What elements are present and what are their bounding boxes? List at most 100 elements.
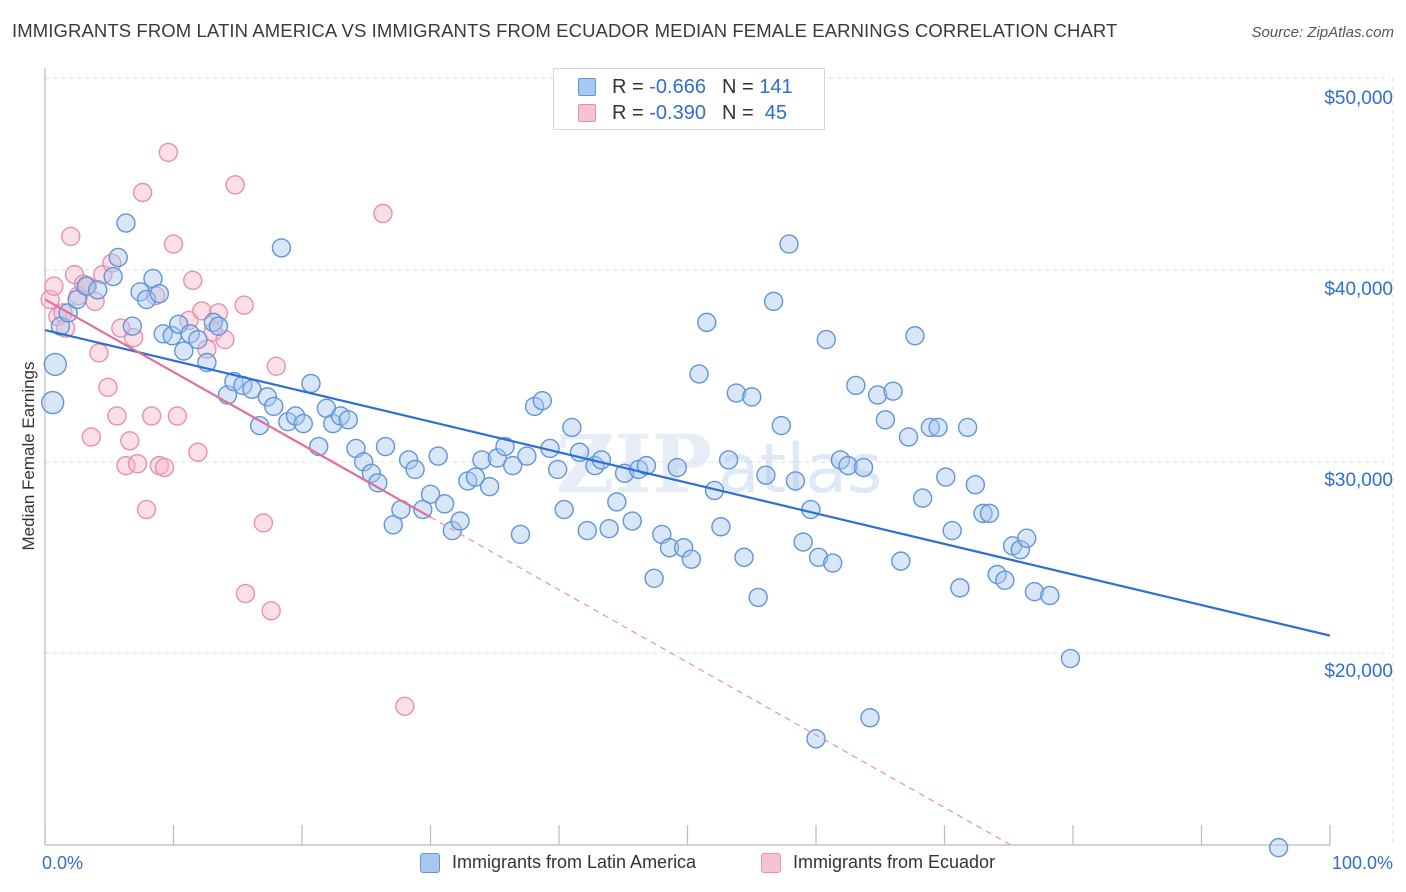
latin-america-point <box>1268 837 1289 858</box>
latin-america-point <box>517 446 537 466</box>
latin-america-point <box>562 417 582 438</box>
latin-america-point <box>823 553 843 573</box>
latin-america-point <box>41 390 65 415</box>
latin-america-point <box>659 538 680 558</box>
trend-line-ecuador <box>44 298 432 519</box>
legend-r-label: R = <box>612 101 644 124</box>
x-tick-label-max: 100.0% <box>1332 853 1393 873</box>
latin-america-point <box>965 475 986 495</box>
latin-america-point <box>383 515 403 535</box>
latin-america-point <box>420 484 441 504</box>
latin-america-point <box>779 234 799 254</box>
latin-america-point <box>428 446 448 466</box>
latin-america-point <box>891 551 911 571</box>
y-tick-label: $30,000 <box>1324 470 1393 491</box>
latin-america-point <box>338 410 358 430</box>
legend-row-latin-america: R = -0.666 N = 141 <box>578 74 793 100</box>
legend-n-label: N = <box>721 75 754 98</box>
ecuador-point <box>127 454 148 474</box>
series-legend-latin-america: Immigrants from Latin America <box>420 852 696 873</box>
latin-america-point <box>472 450 492 470</box>
ecuador-point <box>395 696 415 716</box>
latin-america-point <box>636 455 657 476</box>
legend-r-label: R = <box>612 75 644 98</box>
latin-america-point <box>979 503 1000 524</box>
axes <box>44 68 1331 846</box>
latin-america-point <box>323 413 343 434</box>
x-tick-label-min: 0.0% <box>42 853 83 873</box>
ecuador-point <box>89 343 109 363</box>
ecuador-point <box>192 301 212 321</box>
latin-america-point <box>905 326 925 346</box>
legend-n-value: 45 <box>764 101 788 124</box>
legend-swatch-pink <box>578 104 596 122</box>
latin-america-point <box>122 316 143 336</box>
ecuador-point <box>132 182 153 203</box>
latin-america-point <box>130 282 150 302</box>
latin-america-point <box>1060 648 1081 669</box>
trend-line-latin-america <box>44 328 1331 637</box>
latin-america-point <box>108 247 128 268</box>
legend-row-ecuador: R = -0.390 N = 45 <box>578 100 787 126</box>
latin-america-point <box>510 524 531 545</box>
latin-america-point <box>950 578 970 598</box>
latin-america-point <box>495 436 515 457</box>
latin-america-point <box>995 570 1015 590</box>
latin-america-point <box>249 415 270 436</box>
y-tick-label: $20,000 <box>1324 661 1393 682</box>
latin-america-point <box>479 476 500 497</box>
latin-america-point <box>644 568 664 589</box>
latin-america-point <box>742 387 762 407</box>
ecuador-point <box>136 499 157 520</box>
ecuador-point <box>167 406 188 426</box>
ecuador-point <box>183 270 203 291</box>
series-legend-swatch-pink <box>761 852 781 873</box>
latin-america-point <box>149 284 170 304</box>
latin-america-point <box>375 436 396 457</box>
chart-title: IMMIGRANTS FROM LATIN AMERICA VS IMMIGRA… <box>12 20 1118 41</box>
legend-r-value: -0.666 <box>649 75 706 98</box>
latin-america-point <box>681 549 702 569</box>
ecuador-point <box>253 513 274 533</box>
latin-america-point <box>771 415 792 436</box>
latin-america-point <box>67 289 87 310</box>
latin-america-point <box>361 463 382 483</box>
latin-america-point <box>667 457 687 478</box>
latin-america-point <box>816 329 836 350</box>
latin-america-point <box>734 547 754 568</box>
latin-america-point <box>413 499 433 520</box>
legend-n-value: 141 <box>759 75 793 98</box>
latin-america-point <box>188 329 208 350</box>
latin-america-point <box>689 364 709 384</box>
latin-america-point <box>793 532 813 552</box>
ecuador-point <box>107 406 127 426</box>
tick-labels: $20,000 $30,000 $40,000 $50,000 0.0% 100.0% <box>42 88 1393 873</box>
series-ecuador-points <box>40 142 415 716</box>
latin-america-point <box>487 448 508 468</box>
ecuador-point <box>188 442 208 462</box>
latin-america-point <box>293 413 313 434</box>
y-axis-label: Median Female Earnings <box>19 362 38 551</box>
latin-america-point <box>673 538 694 558</box>
latin-america-point <box>405 459 425 480</box>
latin-america-point <box>697 312 717 333</box>
ecuador-point <box>98 377 118 398</box>
trend-lines <box>44 298 1331 846</box>
legend-r-value: -0.390 <box>649 101 706 124</box>
latin-america-point <box>607 492 627 512</box>
series-legend-label: Immigrants from Ecuador <box>793 852 996 872</box>
trend-line-ecuador-extension <box>430 516 1012 846</box>
latin-america-point <box>718 450 739 470</box>
latin-america-point <box>846 375 866 396</box>
latin-america-point <box>208 316 229 336</box>
latin-america-point <box>1010 539 1031 560</box>
ecuador-point <box>44 276 64 296</box>
latin-america-point <box>838 455 858 476</box>
latin-america-point <box>465 467 486 487</box>
y-tick-label: $40,000 <box>1324 279 1393 300</box>
ecuador-point <box>208 303 229 323</box>
latin-america-point <box>957 417 978 438</box>
latin-america-point <box>264 396 284 417</box>
latin-america-point <box>853 457 874 478</box>
latin-america-point <box>257 387 278 407</box>
